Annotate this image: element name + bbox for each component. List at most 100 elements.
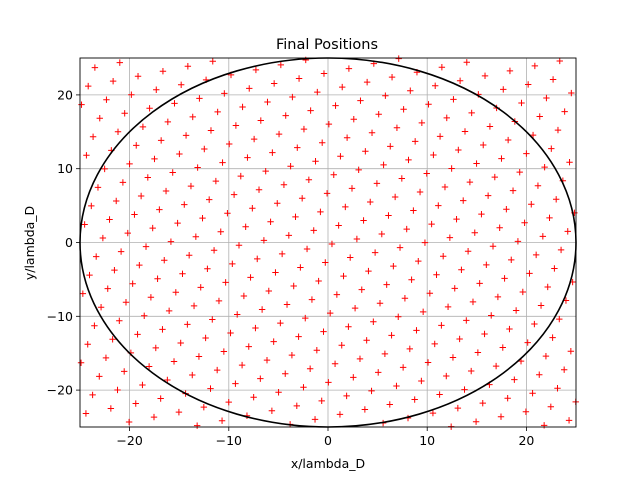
- data-point-marker: [449, 354, 457, 361]
- data-point-marker: [536, 371, 543, 378]
- data-point-marker: [489, 243, 497, 250]
- data-point-marker: [247, 274, 254, 281]
- data-point-marker: [386, 401, 393, 408]
- data-point-marker: [263, 356, 271, 364]
- data-point-marker: [443, 114, 450, 122]
- data-point-marker: [132, 400, 139, 407]
- data-point-marker: [219, 159, 226, 166]
- data-point-marker: [342, 203, 349, 211]
- y-tick-label: 10: [57, 161, 73, 176]
- data-point-marker: [232, 380, 239, 387]
- data-point-marker: [460, 197, 467, 204]
- data-point-marker: [421, 239, 429, 246]
- data-point-marker: [280, 181, 288, 188]
- data-point-marker: [124, 229, 131, 237]
- data-point-marker: [116, 59, 123, 66]
- data-point-marker: [483, 261, 490, 269]
- data-point-marker: [423, 170, 430, 177]
- data-point-marker: [255, 186, 263, 193]
- data-point-marker: [328, 240, 336, 248]
- data-point-marker: [380, 161, 387, 169]
- data-point-marker: [322, 259, 329, 266]
- data-point-marker: [137, 192, 145, 200]
- data-point-marker: [371, 249, 379, 256]
- data-point-marker: [458, 266, 465, 273]
- data-point-marker: [109, 336, 116, 343]
- data-point-marker: [516, 168, 523, 176]
- data-point-marker: [551, 265, 558, 272]
- data-point-marker: [494, 293, 502, 301]
- data-point-marker: [222, 279, 229, 286]
- data-point-marker: [450, 96, 457, 103]
- data-point-marker: [254, 255, 261, 263]
- data-point-marker: [250, 394, 257, 401]
- data-point-marker: [468, 109, 475, 117]
- data-point-marker: [269, 149, 276, 156]
- data-point-marker: [91, 322, 98, 329]
- data-point-marker: [345, 323, 352, 330]
- data-point-marker: [370, 318, 377, 325]
- data-point-marker: [237, 172, 244, 180]
- data-point-marker: [153, 86, 160, 93]
- data-point-marker: [343, 392, 350, 400]
- data-point-marker: [199, 214, 206, 222]
- data-point-marker: [476, 280, 483, 287]
- data-point-marker: [382, 92, 389, 99]
- data-point-marker: [512, 307, 520, 314]
- data-point-marker: [139, 381, 146, 389]
- data-point-marker: [252, 324, 259, 332]
- y-axis-label: y/lambda_D: [22, 206, 37, 280]
- data-point-marker: [154, 275, 161, 282]
- data-point-marker: [314, 88, 321, 96]
- data-point-marker: [547, 403, 555, 410]
- data-point-marker: [395, 313, 402, 320]
- data-point-marker: [441, 183, 449, 191]
- data-point-marker: [96, 115, 103, 122]
- data-point-marker: [411, 396, 418, 403]
- data-point-marker: [189, 113, 196, 121]
- data-point-marker: [549, 76, 557, 83]
- data-point-marker: [202, 334, 209, 342]
- data-point-marker: [224, 210, 231, 217]
- data-point-marker: [257, 117, 265, 124]
- data-point-marker: [365, 267, 372, 275]
- data-point-marker: [156, 206, 163, 213]
- data-point-marker: [415, 257, 422, 265]
- data-point-marker: [363, 337, 370, 344]
- data-point-marker: [174, 219, 181, 227]
- data-point-marker: [225, 398, 232, 406]
- data-point-marker: [454, 404, 462, 412]
- data-point-marker: [484, 192, 492, 199]
- x-tick-label: 10: [419, 433, 435, 448]
- data-point-marker: [504, 394, 511, 402]
- data-point-marker: [249, 205, 256, 212]
- data-point-marker: [363, 78, 371, 86]
- data-point-marker: [393, 124, 401, 132]
- data-point-marker: [539, 233, 547, 240]
- data-point-marker: [408, 276, 415, 283]
- data-point-marker: [556, 315, 563, 323]
- data-point-marker: [330, 171, 337, 179]
- data-point-marker: [350, 374, 357, 381]
- data-point-marker: [383, 281, 390, 288]
- data-point-marker: [473, 160, 480, 167]
- data-point-marker: [537, 302, 545, 309]
- data-point-marker: [185, 252, 193, 259]
- data-point-marker: [210, 247, 218, 254]
- data-point-marker: [94, 184, 102, 191]
- data-point-marker: [102, 354, 110, 362]
- data-point-marker: [331, 360, 339, 367]
- data-point-marker: [81, 221, 88, 228]
- data-point-marker: [375, 111, 382, 118]
- data-point-marker: [514, 238, 522, 245]
- data-point-marker: [289, 93, 296, 101]
- data-point-marker: [235, 242, 243, 249]
- data-point-marker: [446, 234, 454, 241]
- data-point-marker: [347, 254, 354, 261]
- data-point-marker: [492, 362, 500, 370]
- data-point-marker: [232, 122, 240, 129]
- grid-lines: [80, 58, 576, 427]
- data-point-marker: [560, 366, 568, 373]
- data-point-marker: [142, 243, 150, 250]
